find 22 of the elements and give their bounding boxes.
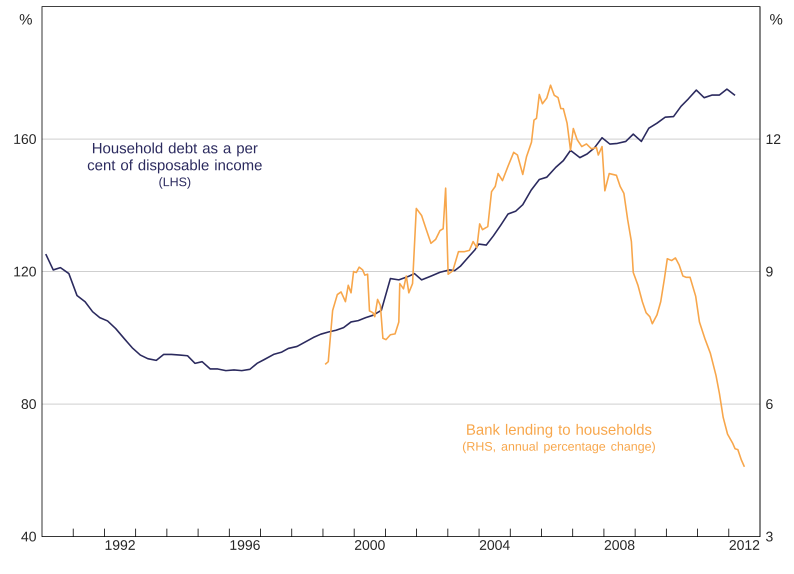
text: Bank lending to households (467, 424, 652, 438)
y2-tick-label: 12 (766, 134, 780, 144)
x-tick-label: 2004 (480, 540, 510, 550)
y-axis-title: % (20, 14, 32, 25)
y2-tick-label: 9 (766, 266, 773, 277)
x-tick-label: 2008 (604, 540, 634, 550)
y-tick-label: 160 (14, 134, 36, 144)
line-series (324, 84, 746, 468)
y-tick-label: 80 (22, 399, 36, 410)
text: Household debt as a per cent of disposable income (88, 142, 262, 174)
x-tick-label: 1992 (106, 540, 135, 550)
x-tick-label: 1996 (230, 540, 260, 550)
y-tick-label: 120 (14, 266, 36, 277)
x-tick-label: 2000 (354, 540, 385, 550)
line-series (44, 88, 736, 372)
x-tick-label: 2012 (730, 540, 760, 550)
y2-tick-label: 6 (766, 399, 773, 410)
annotation: (RHS, annual percentage change) (462, 442, 655, 454)
annotation: (LHS) (159, 177, 190, 189)
y-tick-label: 40 (21, 532, 36, 542)
y2-axis-title: % (770, 14, 782, 25)
y2-tick-label: 3 (766, 532, 773, 542)
